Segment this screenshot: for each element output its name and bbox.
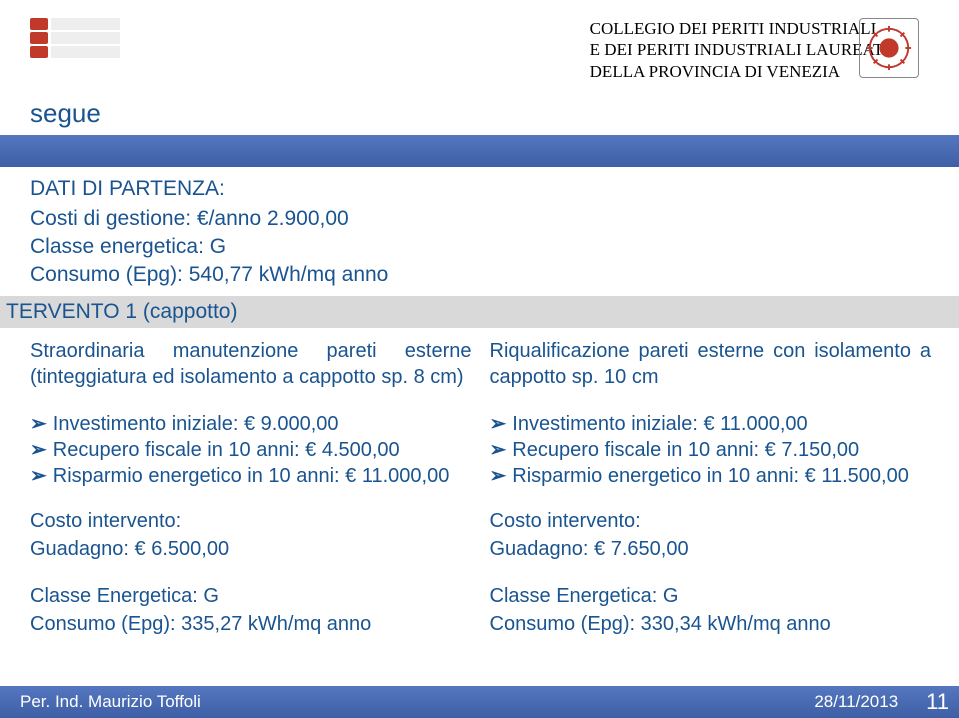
left-classe-energetica: Classe Energetica: G bbox=[30, 583, 472, 609]
footer-date: 28/11/2013 bbox=[814, 692, 898, 712]
header-line-3: DELLA PROVINCIA DI VENEZIA bbox=[590, 61, 889, 82]
logo-badge-icon bbox=[30, 32, 48, 44]
logo-right bbox=[859, 18, 919, 78]
right-column: Riqualificazione pareti esterne con isol… bbox=[490, 338, 932, 640]
bullet-arrow-icon: ➢ bbox=[490, 463, 507, 489]
right-bullet-2: Recupero fiscale in 10 anni: € 7.150,00 bbox=[512, 437, 859, 463]
right-classe-energetica: Classe Energetica: G bbox=[490, 583, 932, 609]
left-description: Straordinaria manutenzione pareti estern… bbox=[30, 338, 472, 391]
left-bullet-3: Risparmio energetico in 10 anni: € 11.00… bbox=[53, 463, 450, 489]
gear-crest-icon bbox=[865, 24, 913, 72]
tervent-bar: TERVENTO 1 (cappotto) bbox=[0, 296, 959, 328]
left-bullet-2: Recupero fiscale in 10 anni: € 4.500,00 bbox=[53, 437, 400, 463]
bullet-arrow-icon: ➢ bbox=[490, 437, 507, 463]
right-costo-intervento: Costo intervento: bbox=[490, 508, 932, 534]
footer-author: Per. Ind. Maurizio Toffoli bbox=[20, 692, 201, 712]
left-costo-intervento: Costo intervento: bbox=[30, 508, 472, 534]
right-bullet-1: Investimento iniziale: € 11.000,00 bbox=[512, 411, 807, 437]
logo-badge-icon bbox=[30, 46, 48, 58]
left-consumo: Consumo (Epg): 335,27 kWh/mq anno bbox=[30, 611, 472, 637]
bullet-arrow-icon: ➢ bbox=[30, 437, 47, 463]
two-column-region: Straordinaria manutenzione pareti estern… bbox=[0, 328, 959, 640]
segue-label: segue bbox=[0, 90, 959, 129]
section-line-1: Costi di gestione: €/anno 2.900,00 bbox=[0, 205, 959, 233]
page-header: COLLEGIO DEI PERITI INDUSTRIALI E DEI PE… bbox=[0, 0, 959, 90]
logo-left bbox=[30, 18, 120, 73]
section-line-2: Classe energetica: G bbox=[0, 233, 959, 261]
logo-badge-icon bbox=[30, 18, 48, 30]
left-column: Straordinaria manutenzione pareti estern… bbox=[30, 338, 472, 640]
bullet-arrow-icon: ➢ bbox=[30, 411, 47, 437]
right-bullet-3: Risparmio energetico in 10 anni: € 11.50… bbox=[512, 463, 909, 489]
left-bullet-1: Investimento iniziale: € 9.000,00 bbox=[53, 411, 339, 437]
section-line-3: Consumo (Epg): 540,77 kWh/mq anno bbox=[0, 261, 959, 289]
section-heading: DATI DI PARTENZA: bbox=[0, 167, 959, 205]
right-description: Riqualificazione pareti esterne con isol… bbox=[490, 338, 932, 391]
left-guadagno: Guadagno: € 6.500,00 bbox=[30, 536, 472, 562]
right-consumo: Consumo (Epg): 330,34 kWh/mq anno bbox=[490, 611, 932, 637]
header-line-1: COLLEGIO DEI PERITI INDUSTRIALI bbox=[590, 18, 889, 39]
page-number: 11 bbox=[926, 689, 949, 715]
bullet-arrow-icon: ➢ bbox=[30, 463, 47, 489]
bullet-arrow-icon: ➢ bbox=[490, 411, 507, 437]
header-line-2: E DEI PERITI INDUSTRIALI LAUREATI bbox=[590, 39, 889, 60]
right-guadagno: Guadagno: € 7.650,00 bbox=[490, 536, 932, 562]
title-bar bbox=[0, 135, 959, 167]
page-footer: Per. Ind. Maurizio Toffoli 28/11/2013 11 bbox=[0, 686, 959, 718]
